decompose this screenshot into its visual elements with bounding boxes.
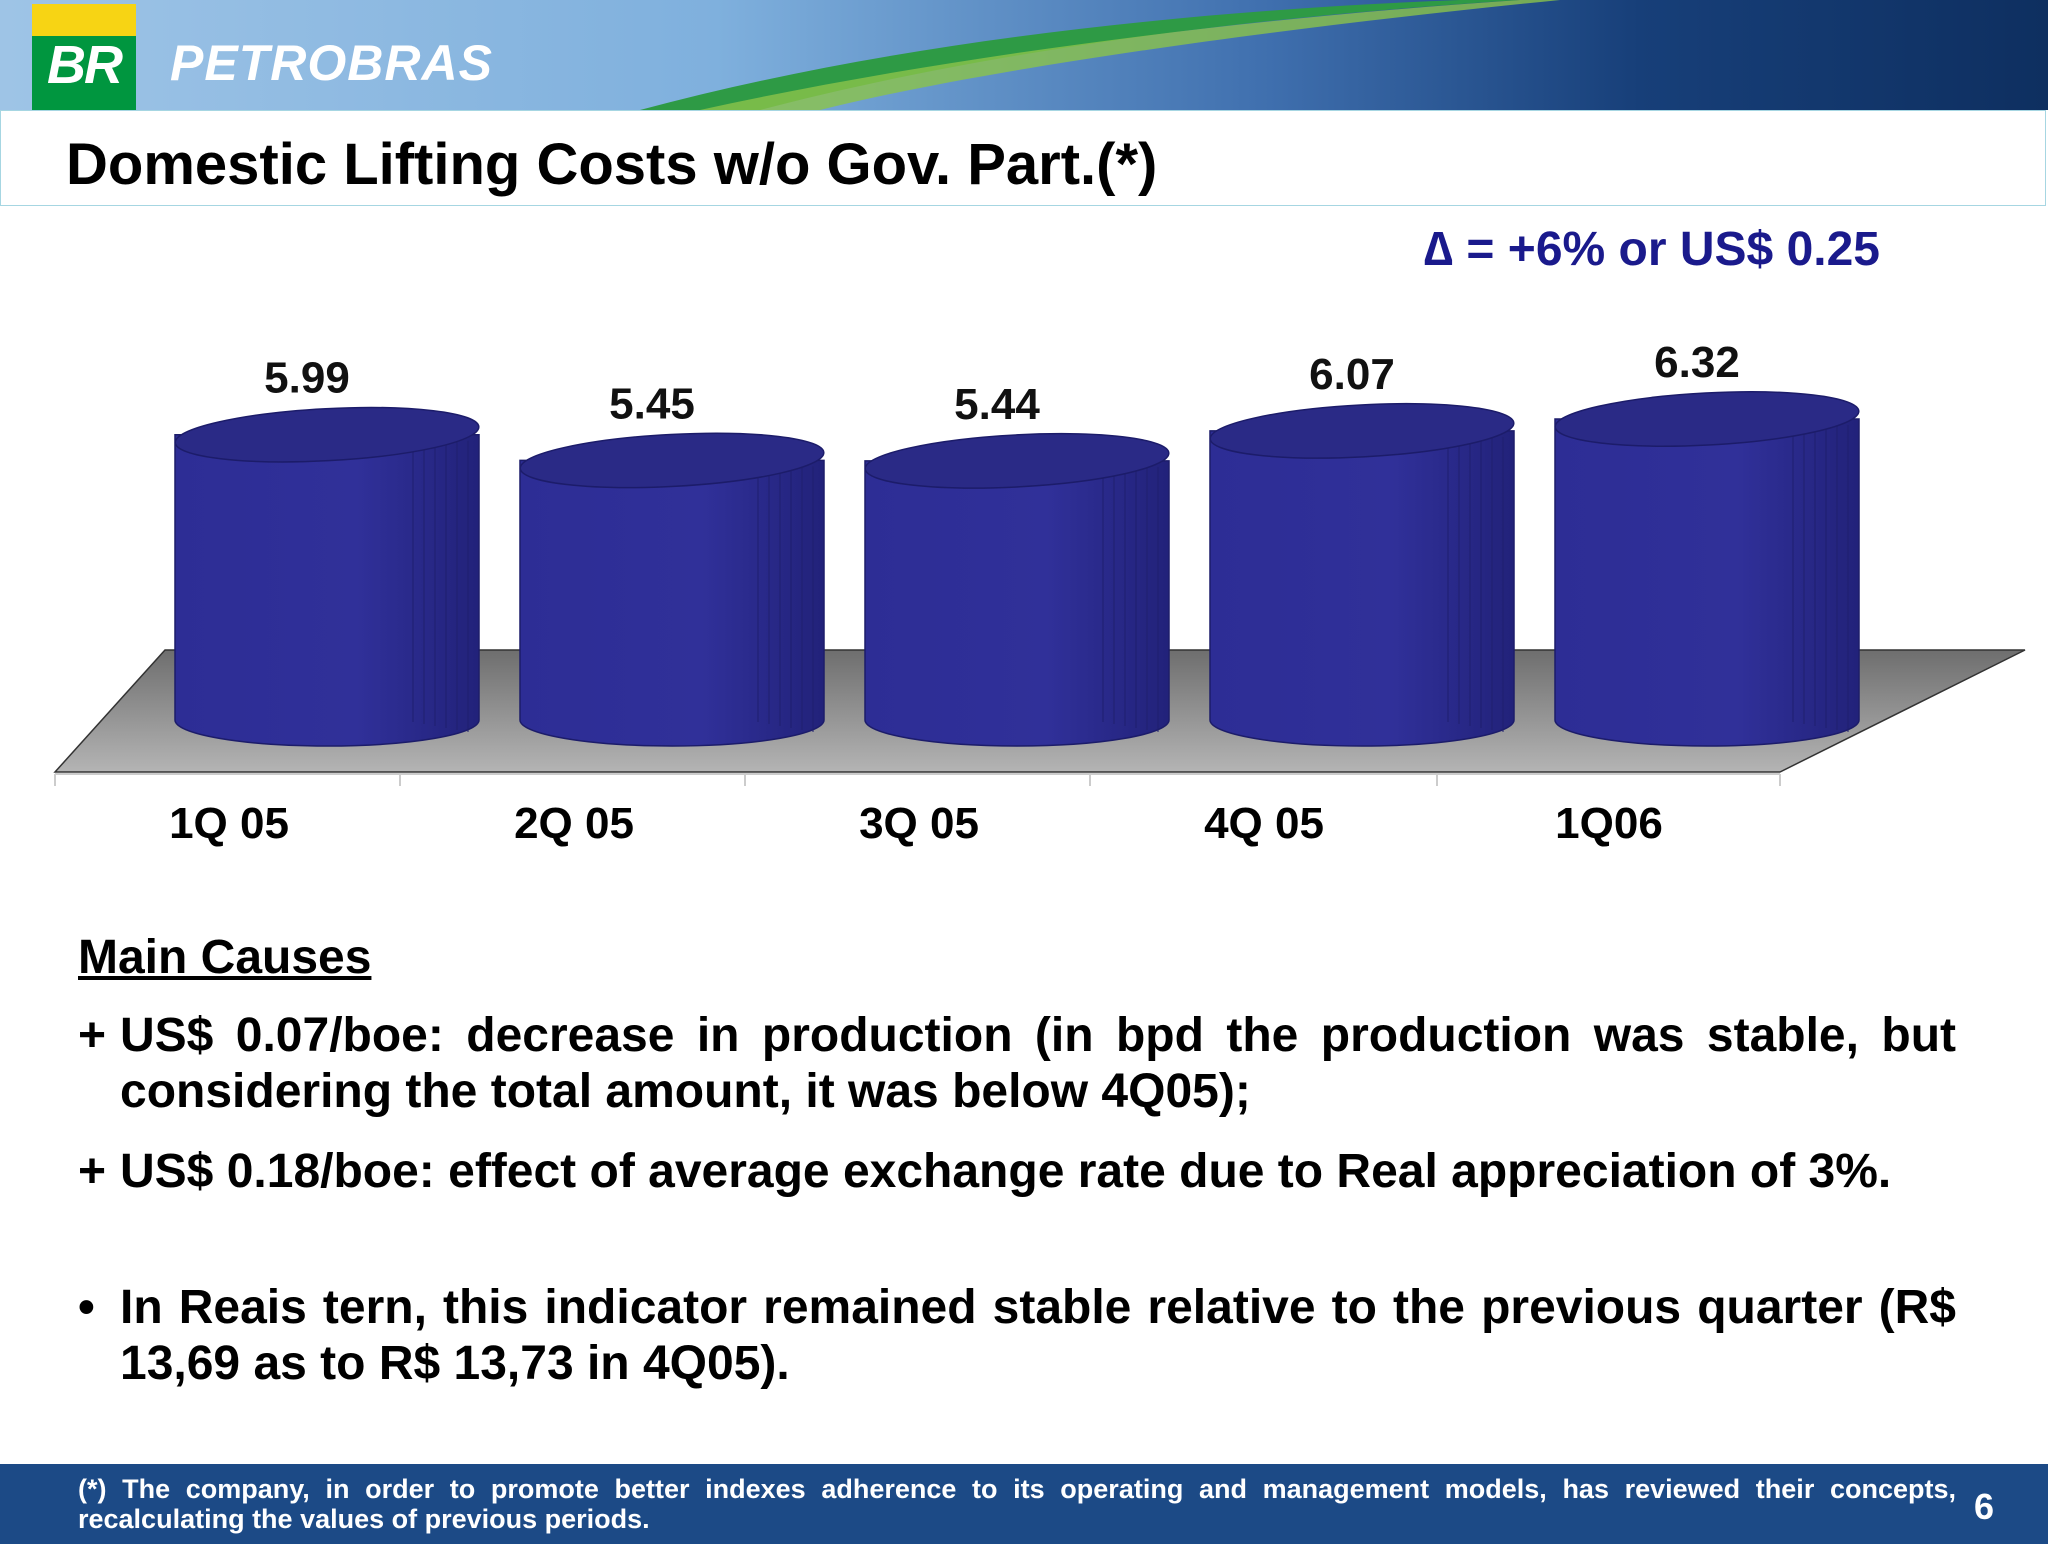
- category-labels-group: 1Q 05 2Q 05 3Q 05 4Q 05 1Q06: [169, 799, 1663, 848]
- bar: [864, 433, 1170, 747]
- category-label: 4Q 05: [1204, 799, 1324, 848]
- bar: [1209, 403, 1515, 747]
- bar: [1554, 391, 1860, 747]
- logo-text: BR: [47, 35, 123, 95]
- category-label: 2Q 05: [514, 799, 634, 848]
- bar-value-label: 6.32: [1654, 338, 1740, 387]
- category-label: 1Q06: [1555, 799, 1663, 848]
- plus-marker: +: [78, 1009, 107, 1062]
- green-swoosh: [640, 0, 1560, 110]
- bullet-marker: •: [78, 1281, 95, 1334]
- br-logo: BR: [32, 4, 136, 110]
- brand-name: PETROBRAS: [170, 35, 493, 91]
- cause-text-1: US$ 0.07/boe: decrease in production (in…: [120, 1009, 1956, 1118]
- bars-group: [174, 391, 1860, 747]
- value-labels-group: 5.99 5.45 5.44 6.07 6.32: [264, 338, 1740, 429]
- bar-value-label: 5.99: [264, 354, 350, 403]
- bar-value-label: 6.07: [1309, 350, 1395, 399]
- header-band: BR PETROBRAS: [0, 0, 2048, 110]
- footnote: (*) The company, in order to promote bet…: [78, 1474, 1956, 1534]
- page-number: 6: [1973, 1486, 1994, 1527]
- plus-marker: +: [78, 1145, 107, 1198]
- bar-value-label: 5.45: [609, 379, 695, 428]
- x-axis: [54, 773, 1781, 786]
- cause-item-2: + US$ 0.18/boe: effect of average exchan…: [78, 1144, 1956, 1200]
- title-bar: Domestic Lifting Costs w/o Gov. Part.(*): [0, 110, 2046, 206]
- cause-text-3: In Reais tern, this indicator remained s…: [120, 1281, 1956, 1390]
- cause-item-3: • In Reais tern, this indicator remained…: [78, 1280, 1956, 1392]
- page-title: Domestic Lifting Costs w/o Gov. Part.(*): [66, 132, 1158, 197]
- bar-value-label: 5.44: [954, 380, 1040, 429]
- delta-note: ∆ = +6% or US$ 0.25: [1423, 223, 1880, 276]
- bar: [174, 406, 480, 747]
- cause-text-2: US$ 0.18/boe: effect of average exchange…: [120, 1145, 1892, 1198]
- bar-chart: 5.99 5.45 5.44 6.07 6.32 1Q 05 2Q 05 3Q 05 4Q 0…: [53, 338, 2026, 848]
- cause-item-1: + US$ 0.07/boe: decrease in production (…: [78, 1008, 1956, 1120]
- main-causes-title: Main Causes: [78, 931, 372, 984]
- category-label: 1Q 05: [169, 799, 289, 848]
- bar: [519, 432, 825, 747]
- footer-band: (*) The company, in order to promote bet…: [0, 1464, 2048, 1544]
- category-label: 3Q 05: [859, 799, 979, 848]
